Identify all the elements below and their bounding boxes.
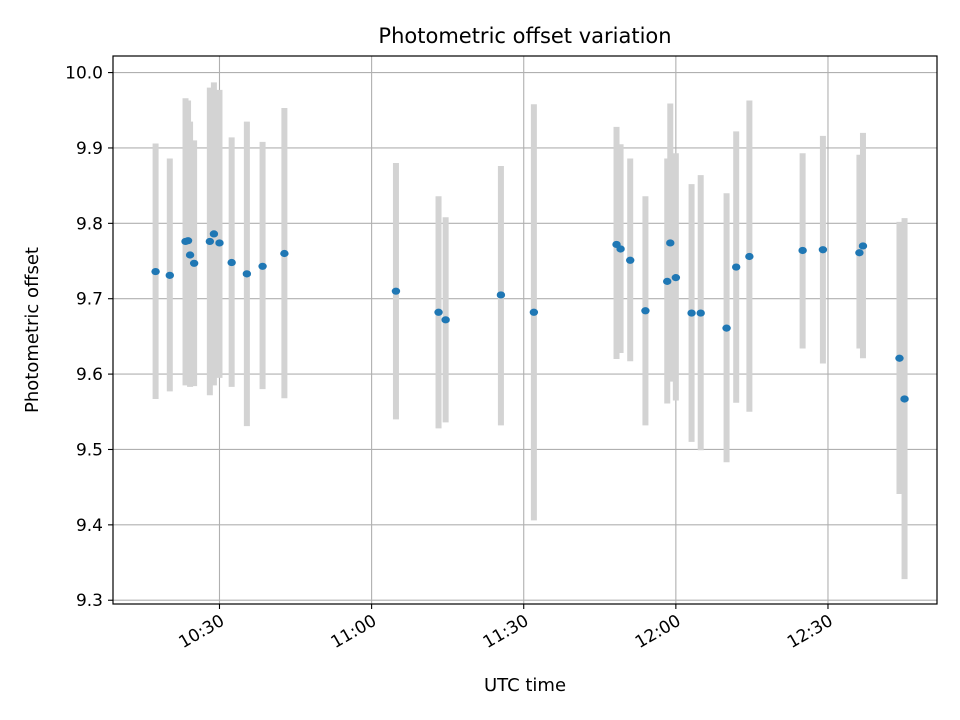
y-tick-label: 9.6 xyxy=(76,365,103,385)
data-point xyxy=(441,316,450,324)
y-axis-label: Photometric offset xyxy=(22,247,43,413)
data-point xyxy=(722,324,731,332)
data-point xyxy=(663,277,672,285)
x-axis-label: UTC time xyxy=(484,675,566,696)
y-tick-label: 10.0 xyxy=(65,64,103,84)
data-point xyxy=(227,258,236,267)
data-point xyxy=(696,309,705,317)
chart-title: Photometric offset variation xyxy=(378,24,671,48)
data-point xyxy=(745,252,754,261)
data-point xyxy=(215,239,224,247)
data-point xyxy=(242,270,252,278)
data-point xyxy=(209,230,219,238)
data-point xyxy=(798,246,807,255)
plot-area-background xyxy=(113,56,937,604)
data-point xyxy=(616,245,625,253)
data-point xyxy=(666,239,675,247)
data-point xyxy=(205,237,215,246)
data-point xyxy=(189,259,199,267)
data-point xyxy=(496,291,506,299)
data-point xyxy=(626,256,635,264)
data-point xyxy=(165,271,174,279)
data-point xyxy=(280,249,289,258)
data-point xyxy=(900,395,909,403)
y-axis: 9.3 9.4 9.5 9.6 9.7 9.8 9.9 10.0 xyxy=(65,64,113,611)
data-markers xyxy=(151,230,909,403)
y-tick-label: 9.5 xyxy=(76,440,103,460)
data-point xyxy=(671,274,681,282)
data-point xyxy=(687,309,696,317)
data-point xyxy=(258,262,267,270)
data-point xyxy=(529,308,539,316)
data-point xyxy=(151,267,160,276)
y-tick-label: 9.8 xyxy=(76,214,103,234)
data-point xyxy=(895,354,904,362)
data-point xyxy=(731,263,741,271)
data-point xyxy=(858,242,868,250)
plot-frame xyxy=(112,55,938,605)
y-tick-label: 9.9 xyxy=(76,139,103,159)
data-point xyxy=(434,308,443,316)
data-point xyxy=(855,249,864,257)
data-point xyxy=(391,287,401,295)
y-tick-label: 9.7 xyxy=(76,290,103,310)
data-point xyxy=(183,237,193,245)
data-point xyxy=(641,307,650,315)
data-point xyxy=(185,251,195,259)
data-point xyxy=(818,246,828,254)
y-tick-label: 9.4 xyxy=(76,516,103,536)
y-tick-label: 9.3 xyxy=(76,591,103,611)
